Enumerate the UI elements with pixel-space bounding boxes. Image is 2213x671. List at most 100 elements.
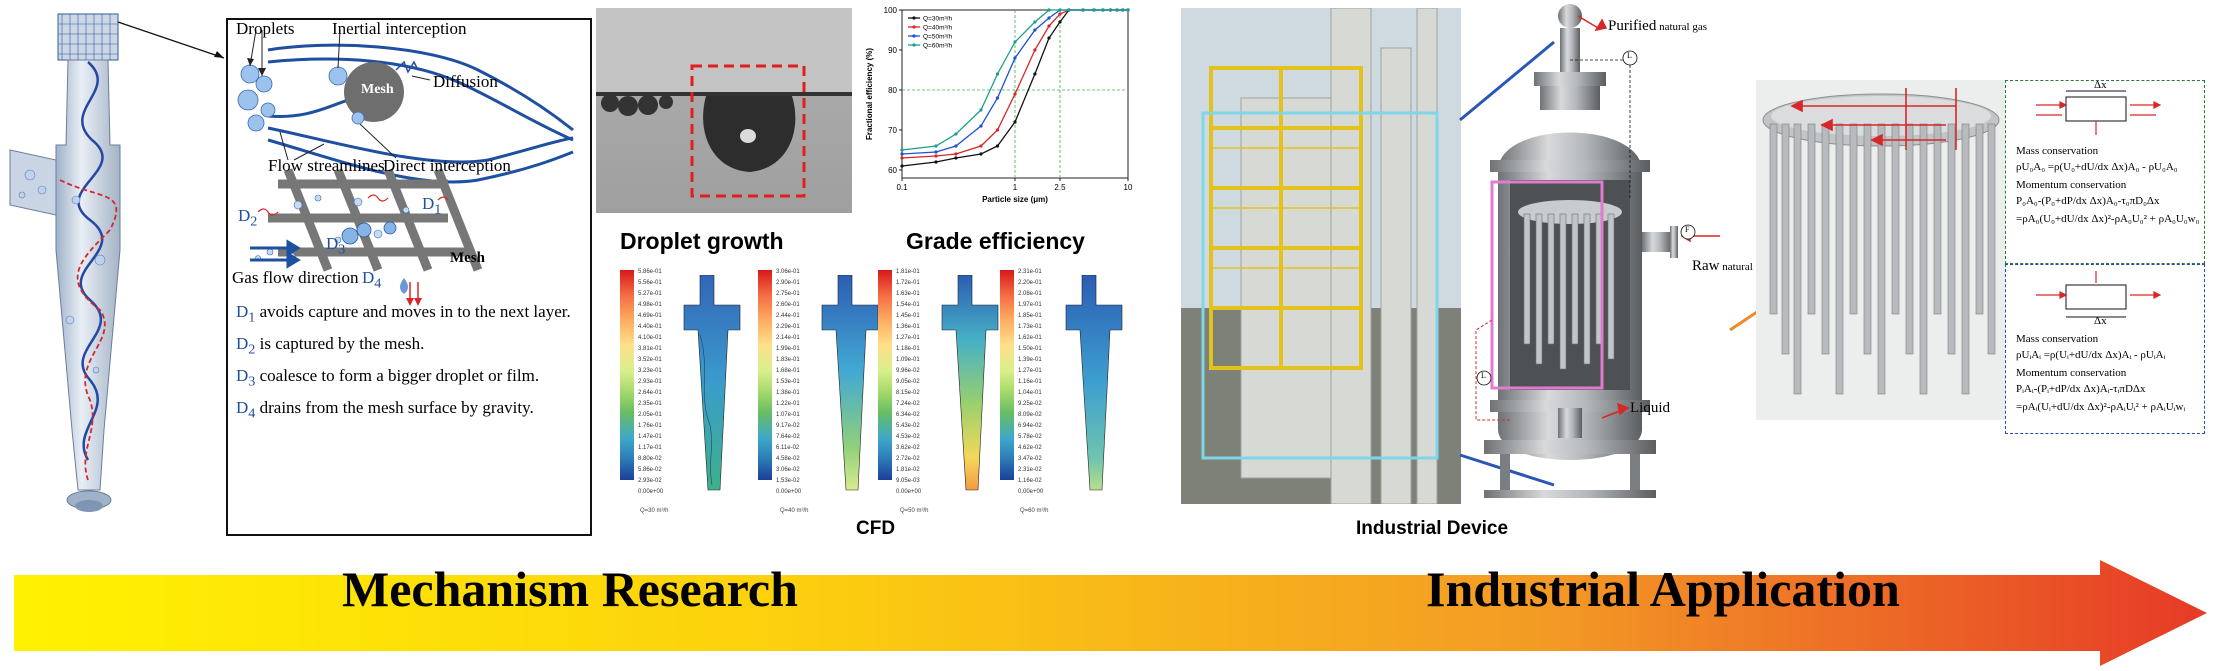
- label-droplets: Droplets: [236, 19, 295, 38]
- data-point: [979, 152, 983, 156]
- colorbar-tick: 2.60e-01: [776, 302, 800, 308]
- mark-l-top: L: [1627, 51, 1632, 60]
- data-point: [954, 156, 958, 160]
- colorbar-tick: 1.85e-01: [1018, 313, 1042, 319]
- data-point: [1033, 72, 1037, 76]
- colorbar-2: [758, 270, 772, 480]
- colorbar-tick: 6.34e-02: [896, 412, 920, 418]
- label-direct-interception: Direct interception: [383, 156, 511, 175]
- colorbar-tick: 1.04e-01: [1018, 390, 1042, 396]
- colorbar-ticks-3: 1.81e-01 1.72e-01 1.63e-01 1.54e-01 1.45e-01…: [896, 267, 921, 498]
- formula-top-momentum-eq2: =ρA₀(U₀+dU/dx Δx)²-ρA₀U₀² + ρA₀U₀w₀: [2016, 213, 2200, 225]
- colorbar-tick: 1.99e-01: [776, 346, 800, 352]
- legend-label: Q=40m³/h: [923, 25, 952, 32]
- label-d4: D4: [362, 268, 382, 292]
- data-point: [1047, 16, 1051, 20]
- colorbar-tick: 4.62e-02: [1018, 445, 1042, 451]
- y-tick-label: 80: [888, 86, 897, 95]
- colorbar-tick: 2.35e-01: [638, 401, 662, 407]
- colorbar-tick: 5.27e-01: [638, 291, 662, 297]
- colorbar-tick: 7.64e-02: [776, 434, 800, 440]
- note-d3: D3 coalesce to form a bigger droplet or …: [236, 366, 540, 390]
- colorbar-tick: 4.53e-02: [896, 434, 920, 440]
- colorbar-tick: 5.86e-02: [638, 467, 662, 473]
- legend-label: Q=50m³/h: [923, 34, 952, 41]
- cfd-title-grade-efficiency: Grade efficiency: [906, 228, 1085, 254]
- label-d2: D2: [238, 206, 258, 230]
- cartridge-tube: [1769, 123, 1778, 315]
- formula-top-momentum-eq1: P₀A₀-(P₀+dP/dx Δx)A₀-τ₀πD₀Δx: [2016, 195, 2160, 207]
- data-point: [1067, 8, 1071, 12]
- cfd-contour-4: 2.31e-01 2.20e-01 2.08e-01 1.97e-01 1.85e-01…: [1000, 267, 1130, 500]
- colorbar-tick: 1.50e-01: [1018, 346, 1042, 352]
- note-d1: D1 avoids capture and moves in to the ne…: [236, 302, 571, 326]
- label-d1: D1: [422, 194, 442, 218]
- colorbar-tick: 5.78e-02: [1018, 434, 1042, 440]
- colorbar-tick: 9.05e-03: [896, 478, 920, 484]
- cfd-footer-1: Q=30 m³/h: [640, 508, 669, 514]
- colorbar-tick: 3.23e-01: [638, 368, 662, 374]
- mark-f: F: [1685, 225, 1690, 234]
- x-tick-label: 10: [1124, 183, 1133, 192]
- label-mesh-grid: Mesh: [450, 250, 485, 266]
- colorbar-tick: 1.17e-01: [638, 445, 662, 451]
- data-point: [995, 128, 1000, 132]
- formula-bottom-momentum-eq2: =ρAᵢ(Uᵢ+dU/dx Δx)²-ρAᵢUᵢ² + ρAᵢUᵢwᵢ: [2016, 401, 2186, 413]
- colorbar-tick: 6.94e-02: [1018, 423, 1042, 429]
- legend-marker: [912, 34, 916, 38]
- cartridge-tube: [1781, 123, 1790, 355]
- colorbar-tick: 2.93e-02: [638, 478, 662, 484]
- control-volume-bottom: [2036, 271, 2162, 318]
- data-point: [900, 156, 904, 160]
- colorbar-tick: 1.16e-01: [1018, 379, 1042, 385]
- formula-box-top: Δx Mass conservation ρU₀A₀ =ρ(U₀+dU/dx Δ…: [2005, 79, 2205, 264]
- industrial-device-caption: Industrial Device: [1356, 518, 1509, 539]
- cartridge-tube: [1933, 123, 1942, 315]
- control-volume-top: [2036, 90, 2162, 135]
- colorbar-tick: 1.68e-01: [776, 368, 800, 374]
- colorbar-tick: 2.93e-01: [638, 379, 662, 385]
- colorbar-tick: 2.14e-01: [776, 335, 800, 341]
- data-point: [1058, 12, 1062, 16]
- colorbar-tick: 2.31e-01: [1018, 269, 1042, 275]
- colorbar-tick: 4.58e-02: [776, 456, 800, 462]
- data-point: [979, 124, 983, 128]
- label-diffusion: Diffusion: [433, 72, 498, 91]
- colorbar-tick: 4.40e-01: [638, 324, 662, 330]
- colorbar-tick: 1.47e-01: [638, 434, 662, 440]
- cartridge-tube: [1877, 123, 1886, 395]
- y-axis-label: Fractional efficiency (%): [865, 48, 874, 140]
- colorbar-tick: 0.00e+00: [896, 489, 922, 495]
- x-tick-label: 0.1: [896, 183, 908, 192]
- separator-vessel: [1475, 4, 1720, 498]
- colorbar-tick: 1.09e-01: [896, 357, 920, 363]
- formula-bottom-mass-eq: ρUᵢAᵢ =ρ(Uᵢ+dU/dx Δx)Aᵢ - ρUᵢAᵢ: [2016, 349, 2166, 361]
- cfd-contour-1: 5.86e-01 5.56e-01 5.27e-01 4.98e-01 4.69e-01…: [620, 269, 750, 500]
- data-point: [1092, 8, 1096, 12]
- colorbar-tick: 1.81e-01: [896, 269, 920, 275]
- y-tick-label: 90: [888, 46, 897, 55]
- colorbar-tick: 2.72e-02: [896, 456, 920, 462]
- data-point: [934, 154, 938, 158]
- colorbar-3: [878, 270, 892, 480]
- cartridge-tube: [1961, 123, 1970, 395]
- colorbar-tick: 2.08e-01: [1018, 291, 1042, 297]
- cartridge-tube: [1919, 123, 1928, 395]
- colorbar-tick: 1.22e-01: [776, 401, 800, 407]
- formula-top-mass-title: Mass conservation: [2016, 145, 2099, 157]
- colorbar-tick: 1.83e-01: [776, 357, 800, 363]
- cartridge-tube: [1835, 123, 1844, 395]
- data-point: [1126, 8, 1130, 12]
- data-point: [934, 150, 938, 154]
- data-point: [1013, 92, 1017, 96]
- colorbar-ticks-4: 2.31e-01 2.20e-01 2.08e-01 1.97e-01 1.85e-01…: [1018, 267, 1043, 498]
- colorbar-tick: 1.53e-02: [776, 478, 800, 484]
- colorbar-tick: 1.54e-01: [896, 302, 920, 308]
- colorbar-tick: 2.31e-02: [1018, 467, 1042, 473]
- cfd-footer-4: Q=60 m³/h: [1020, 508, 1049, 514]
- label-inertial-interception: Inertial interception: [332, 19, 467, 38]
- label-mesh: Mesh: [361, 82, 394, 97]
- legend-marker: [912, 25, 916, 29]
- colorbar-tick: 1.53e-01: [776, 379, 800, 385]
- cartridge-tube: [1905, 123, 1914, 355]
